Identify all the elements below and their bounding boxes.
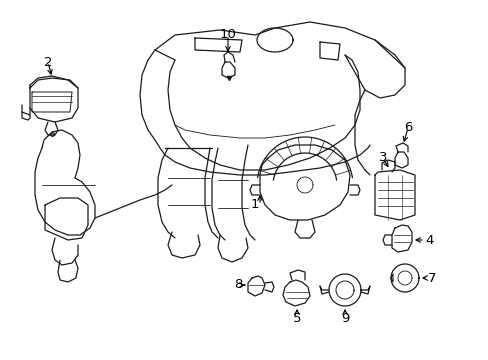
Text: 9: 9 (340, 311, 348, 324)
Text: 7: 7 (427, 271, 436, 284)
Text: 3: 3 (378, 152, 386, 165)
Text: 5: 5 (292, 311, 301, 324)
Text: 1: 1 (250, 198, 259, 211)
Text: 8: 8 (233, 279, 242, 292)
Text: 4: 4 (424, 234, 432, 247)
Text: 2: 2 (43, 55, 52, 68)
Text: 10: 10 (219, 28, 236, 41)
Text: 6: 6 (403, 121, 411, 135)
